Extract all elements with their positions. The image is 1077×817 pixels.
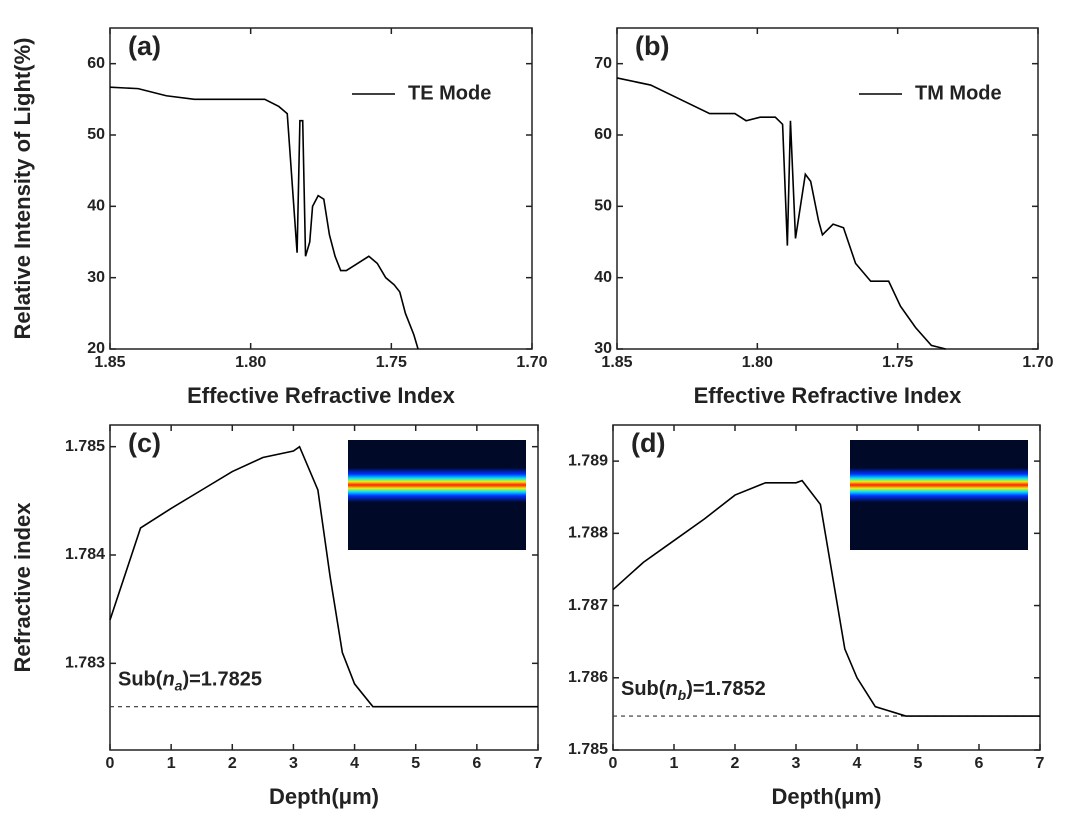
annotation-sub: a — [175, 677, 183, 693]
annotation-text: )=1.7825 — [182, 669, 262, 691]
x-axis-label: Depth(μm) — [772, 784, 882, 809]
x-axis-label: Effective Refractive Index — [187, 383, 456, 408]
x-axis-label: Effective Refractive Index — [694, 383, 963, 408]
x-tick-label: 6 — [472, 755, 481, 772]
plot-frame — [109, 27, 533, 350]
plot-frame — [616, 27, 1039, 350]
y-tick-label: 1.788 — [568, 525, 608, 542]
x-tick-label: 1.70 — [1022, 354, 1053, 371]
y-tick-label: 20 — [87, 340, 105, 357]
x-tick-label: 2 — [731, 755, 740, 772]
inset-beam — [850, 468, 1028, 502]
annotation-text: Sub( — [621, 678, 666, 700]
x-tick-label: 0 — [609, 755, 618, 772]
x-tick-label: 1 — [670, 755, 679, 772]
y-tick-label: 50 — [594, 198, 612, 215]
annotation-sub: b — [678, 687, 687, 703]
x-tick-label: 4 — [853, 755, 862, 772]
plot-frame — [109, 424, 539, 751]
y-tick-label: 1.783 — [65, 655, 105, 672]
y-tick-label: 1.785 — [568, 741, 608, 758]
x-tick-label: 1.80 — [742, 354, 773, 371]
y-tick-label: 40 — [594, 269, 612, 286]
panel-label: (a) — [128, 31, 161, 61]
y-tick-label: 60 — [594, 126, 612, 143]
plot-frame — [612, 424, 1041, 751]
x-tick-label: 1.75 — [376, 354, 407, 371]
y-tick-label: 50 — [87, 126, 105, 143]
x-tick-label: 1.80 — [235, 354, 266, 371]
x-tick-label: 5 — [914, 755, 923, 772]
inset-beam — [348, 468, 526, 502]
data-line — [612, 479, 1040, 717]
data-line — [616, 77, 946, 350]
annotation-text: Sub( — [118, 669, 163, 691]
legend-label: TE Mode — [408, 82, 491, 104]
data-line — [109, 445, 538, 708]
y-tick-label: 30 — [594, 340, 612, 357]
y-tick-label: 1.786 — [568, 669, 608, 686]
annotation-var: n — [665, 678, 677, 700]
panel-label: (d) — [631, 428, 665, 458]
legend-label: TM Mode — [915, 82, 1002, 104]
panel-label: (b) — [635, 31, 669, 61]
y-tick-label: 1.785 — [65, 438, 105, 455]
annotation-var: n — [162, 669, 174, 691]
panel-label: (c) — [128, 428, 161, 458]
x-tick-label: 1.75 — [882, 354, 913, 371]
x-tick-label: 6 — [975, 755, 984, 772]
y-tick-label: 1.789 — [568, 452, 608, 469]
annotation: Sub(na)=1.7825 — [118, 669, 262, 693]
y-tick-label: 40 — [87, 198, 105, 215]
x-tick-label: 4 — [350, 755, 359, 772]
x-tick-label: 0 — [106, 755, 115, 772]
y-axis-label: Relative Intensity of Light(%) — [10, 38, 35, 340]
x-tick-label: 3 — [792, 755, 801, 772]
x-tick-label: 5 — [411, 755, 420, 772]
x-tick-label: 7 — [534, 755, 543, 772]
y-axis-label: Refractive index — [10, 502, 35, 673]
x-tick-label: 1.70 — [516, 354, 547, 371]
x-tick-label: 1 — [167, 755, 176, 772]
x-axis-label: Depth(μm) — [269, 784, 379, 809]
y-tick-label: 1.784 — [65, 546, 105, 563]
y-tick-label: 1.787 — [568, 597, 608, 614]
annotation: Sub(nb)=1.7852 — [621, 678, 766, 702]
x-tick-label: 2 — [228, 755, 237, 772]
x-tick-label: 1.85 — [94, 354, 125, 371]
x-tick-label: 1.85 — [601, 354, 632, 371]
x-tick-label: 7 — [1036, 755, 1045, 772]
y-tick-label: 70 — [594, 55, 612, 72]
data-line — [109, 86, 419, 350]
y-tick-label: 60 — [87, 55, 105, 72]
y-tick-label: 30 — [87, 269, 105, 286]
x-tick-label: 3 — [289, 755, 298, 772]
annotation-text: )=1.7852 — [686, 678, 766, 700]
